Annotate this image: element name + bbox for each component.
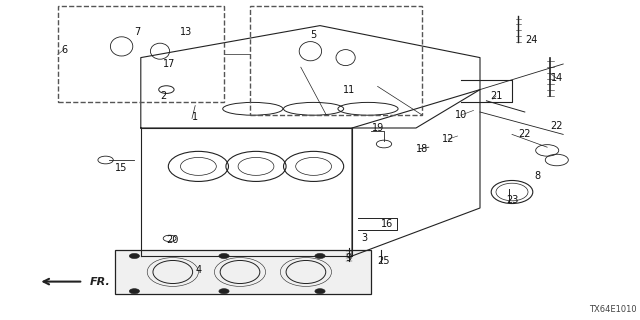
Text: 22: 22	[550, 121, 563, 132]
Text: 10: 10	[454, 110, 467, 120]
Text: 8: 8	[534, 171, 541, 181]
Text: 23: 23	[506, 195, 518, 205]
Text: 20: 20	[166, 235, 179, 245]
Text: 16: 16	[381, 219, 394, 229]
Text: 1: 1	[192, 112, 198, 122]
Text: 9: 9	[346, 252, 352, 263]
Text: 5: 5	[310, 30, 317, 40]
Text: TX64E1010: TX64E1010	[589, 305, 637, 314]
Circle shape	[129, 253, 140, 259]
Text: 7: 7	[134, 27, 141, 37]
Text: 2: 2	[160, 91, 166, 101]
Text: 15: 15	[115, 163, 128, 173]
Text: 4: 4	[195, 265, 202, 276]
Text: 22: 22	[518, 129, 531, 140]
Circle shape	[315, 289, 325, 294]
Circle shape	[129, 289, 140, 294]
Text: 18: 18	[416, 144, 429, 154]
Text: 24: 24	[525, 35, 538, 45]
Text: 13: 13	[179, 27, 192, 37]
Text: 14: 14	[550, 73, 563, 84]
Text: FR.: FR.	[90, 276, 110, 287]
Text: 21: 21	[490, 91, 502, 101]
Circle shape	[315, 253, 325, 259]
Circle shape	[219, 253, 229, 259]
Text: 3: 3	[362, 233, 368, 244]
Circle shape	[219, 289, 229, 294]
Text: 25: 25	[378, 256, 390, 266]
Text: 19: 19	[371, 123, 384, 133]
Text: 17: 17	[163, 59, 176, 69]
Text: 11: 11	[342, 84, 355, 95]
Text: 12: 12	[442, 134, 454, 144]
FancyBboxPatch shape	[115, 250, 371, 294]
Text: 6: 6	[61, 44, 67, 55]
